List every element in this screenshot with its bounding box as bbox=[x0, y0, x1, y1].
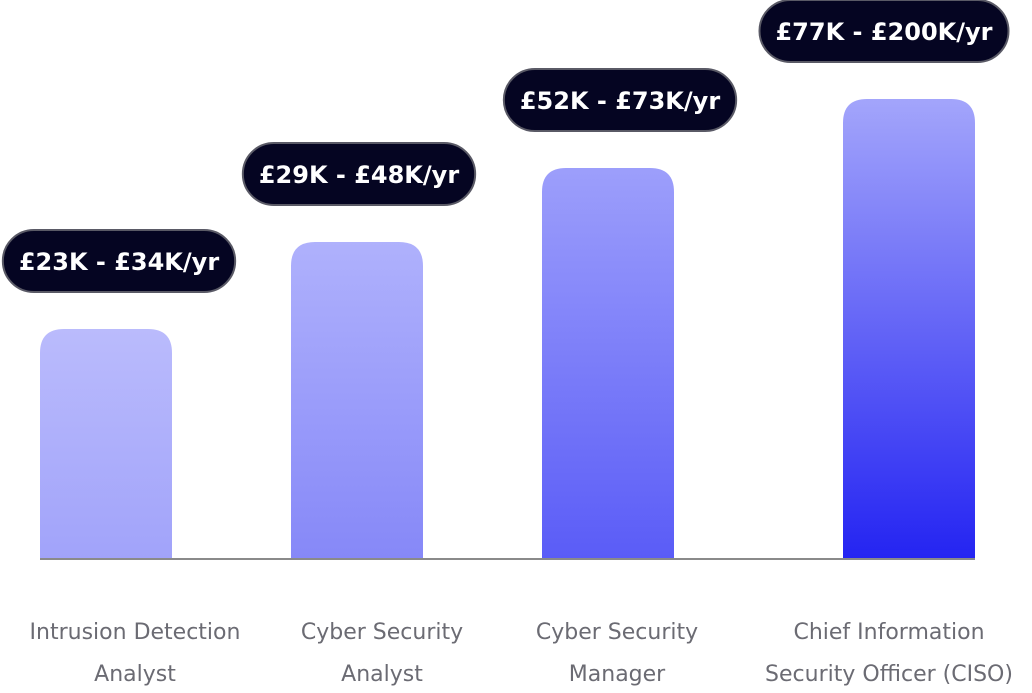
category-label-4-line-2: Security Officer (CISO) bbox=[765, 662, 1013, 687]
bar-2 bbox=[291, 242, 423, 559]
range-pill-2: £29K - £48K/yr bbox=[241, 142, 477, 206]
range-label-1: £23K - £34K/yr bbox=[19, 248, 219, 276]
bars-group bbox=[40, 99, 975, 559]
range-pill-1: £23K - £34K/yr bbox=[1, 229, 237, 293]
category-label-4-line-1: Chief Information bbox=[793, 620, 984, 645]
range-pill-4: £77K - £200K/yr bbox=[758, 0, 1010, 63]
range-labels-group: £23K - £34K/yr £29K - £48K/yr £52K - £73K/… bbox=[1, 0, 1010, 293]
range-pill-bg-3 bbox=[502, 68, 738, 132]
category-label-2-line-2: Analyst bbox=[341, 662, 423, 687]
category-label-2-line-1: Cyber Security bbox=[301, 620, 463, 645]
bar-3 bbox=[542, 168, 674, 559]
range-pill-bg-2 bbox=[241, 142, 477, 206]
bar-4 bbox=[843, 99, 975, 559]
category-label-1-line-2: Analyst bbox=[94, 662, 176, 687]
bar-1 bbox=[40, 329, 172, 559]
range-label-4: £77K - £200K/yr bbox=[775, 18, 992, 46]
category-label-3-line-1: Cyber Security bbox=[536, 620, 698, 645]
range-pill-bg-1 bbox=[1, 229, 237, 293]
range-pill-3: £52K - £73K/yr bbox=[502, 68, 738, 132]
category-labels-group: Intrusion Detection Analyst Cyber Security… bbox=[30, 620, 1013, 687]
category-label-3-line-2: Manager bbox=[569, 662, 666, 687]
range-pill-bg-4 bbox=[758, 0, 1010, 63]
range-label-3: £52K - £73K/yr bbox=[520, 87, 720, 115]
range-label-2: £29K - £48K/yr bbox=[259, 161, 459, 189]
category-label-1-line-1: Intrusion Detection bbox=[30, 620, 241, 645]
